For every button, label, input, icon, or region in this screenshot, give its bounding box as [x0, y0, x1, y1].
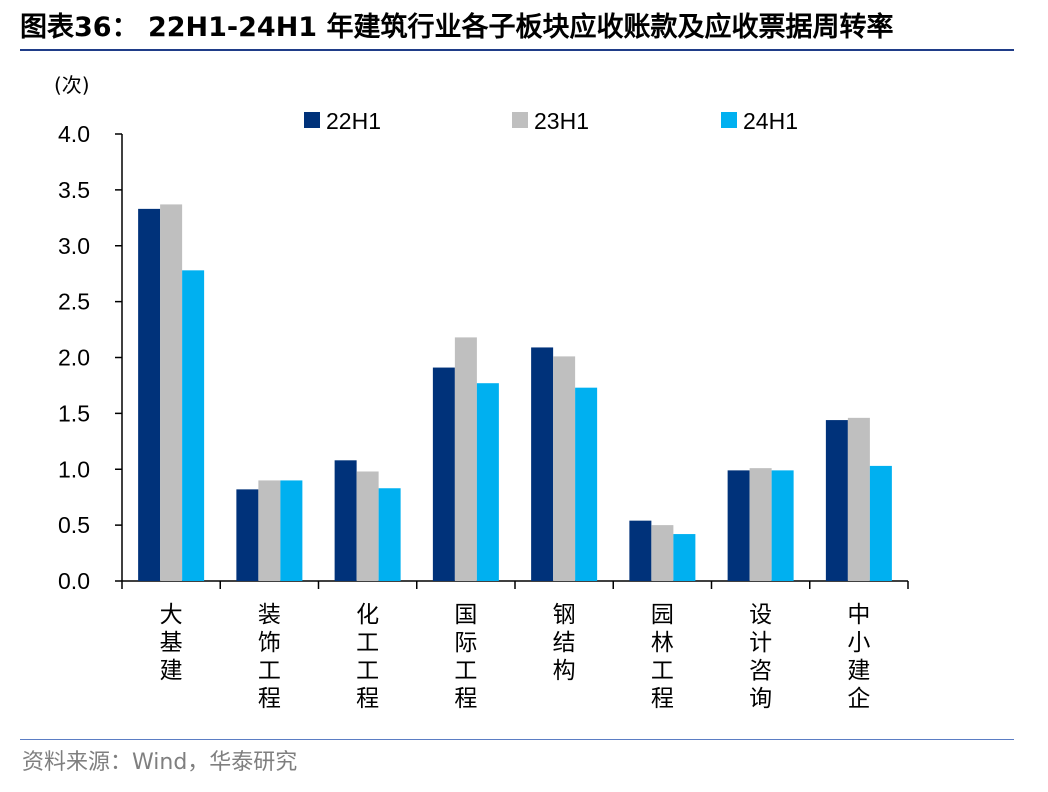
x-category-label: 装饰工程	[258, 602, 281, 712]
x-category-label: 钢结构	[553, 602, 576, 684]
bar-23h1	[749, 468, 772, 581]
legend: 22H1 23H1 24H1	[304, 108, 798, 134]
footer-divider	[20, 739, 1014, 740]
y-tick-label: 0.5	[58, 512, 90, 538]
bar-22h1	[236, 489, 259, 581]
bar-22h1	[531, 347, 554, 581]
bar-23h1	[847, 417, 870, 581]
y-axis-unit-label: (次)	[54, 73, 90, 97]
bar-22h1	[432, 367, 455, 581]
bar-23h1	[553, 356, 576, 581]
x-category-label: 大基建	[160, 602, 183, 684]
bar-24h1	[869, 465, 892, 581]
bar-24h1	[280, 480, 303, 581]
bar-23h1	[258, 480, 281, 581]
x-axis: 大基建 装饰工程 化工工程 国际工程 钢结构 园林工程 设计咨询 中小建企	[121, 580, 909, 712]
bar-24h1	[378, 488, 401, 581]
y-tick-label: 2.0	[58, 345, 90, 371]
bar-24h1	[673, 534, 696, 581]
y-tick-label: 0.0	[58, 568, 90, 594]
bar-23h1	[454, 337, 477, 581]
x-category-label: 化工工程	[356, 602, 379, 712]
bar-23h1	[651, 525, 674, 581]
legend-swatch-24h1	[721, 112, 737, 128]
y-tick-label: 2.5	[58, 289, 90, 315]
y-tick-label: 1.5	[58, 400, 90, 426]
legend-label: 23H1	[534, 108, 589, 134]
bar-22h1	[825, 420, 848, 581]
legend-label: 22H1	[326, 108, 381, 134]
bar-23h1	[356, 471, 379, 581]
bar-23h1	[160, 204, 183, 581]
x-category-label: 中小建企	[847, 602, 870, 712]
y-axis: 0.0 0.5 1.0 1.5 2.0 2.5 3.0 3.5 4.0	[58, 121, 123, 594]
bar-24h1	[476, 383, 499, 581]
x-category-label: 国际工程	[454, 602, 477, 712]
bar-22h1	[334, 460, 357, 581]
bar-24h1	[575, 387, 598, 581]
bar-22h1	[629, 520, 652, 581]
bar-24h1	[771, 470, 794, 581]
chart-title: 图表36： 22H1-24H1 年建筑行业各子板块应收账款及应收票据周转率	[20, 12, 894, 43]
x-category-label: 设计咨询	[749, 602, 772, 712]
legend-label: 24H1	[743, 108, 798, 134]
y-tick-label: 3.5	[58, 177, 90, 203]
bar-24h1	[182, 270, 205, 581]
bar-chart: 0.0 0.5 1.0 1.5 2.0 2.5 3.0 3.5 4.0 大基建 装饰工程 化工工程 国…	[54, 73, 909, 712]
legend-swatch-23h1	[512, 112, 528, 128]
legend-swatch-22h1	[304, 112, 320, 128]
title-divider	[20, 49, 1014, 51]
bar-22h1	[727, 470, 750, 581]
bar-22h1	[138, 208, 161, 581]
source-note: 资料来源：Wind，华泰研究	[22, 750, 298, 775]
y-tick-label: 4.0	[58, 121, 90, 147]
x-category-label: 园林工程	[651, 602, 674, 712]
y-tick-label: 3.0	[58, 233, 90, 259]
y-tick-label: 1.0	[58, 456, 90, 482]
bars	[138, 204, 892, 581]
